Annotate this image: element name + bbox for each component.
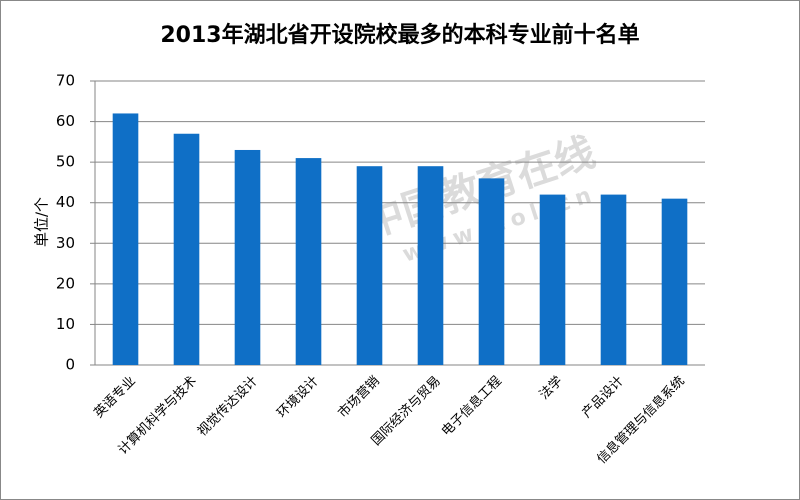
y-axis-label: 单位/个 <box>33 197 51 247</box>
y-tick-label: 10 <box>56 315 75 333</box>
bar <box>600 194 627 365</box>
y-tick-label: 50 <box>56 153 75 171</box>
bar <box>478 178 505 365</box>
bar <box>356 166 383 365</box>
bar <box>661 198 688 365</box>
chart-title: 2013年湖北省开设院校最多的本科专业前十名单 <box>160 22 639 48</box>
bar <box>112 113 139 365</box>
bar <box>539 194 566 365</box>
y-tick-label: 20 <box>56 274 75 292</box>
y-tick-label: 0 <box>65 356 75 374</box>
y-tick-label: 70 <box>56 72 75 90</box>
y-tick-label: 30 <box>56 234 75 252</box>
bar <box>234 149 261 365</box>
bar <box>173 133 200 365</box>
bar <box>417 166 444 365</box>
y-tick-label: 40 <box>56 193 75 211</box>
y-tick-label: 60 <box>56 112 75 130</box>
bar <box>295 158 322 365</box>
